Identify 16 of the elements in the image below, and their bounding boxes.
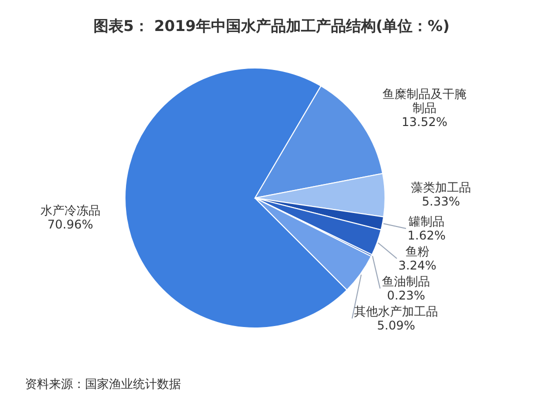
chart-title: 图表5： 2019年中国水产品加工产品结构(单位：%) [93, 17, 450, 35]
data-label: 3.24% [398, 258, 436, 272]
slice-label: 鱼油制品 [382, 274, 430, 288]
data-label: 0.23% [387, 288, 426, 302]
slice-label: 藻类加工品 [410, 180, 471, 195]
slice-label: 鱼糜制品及干腌制品 [382, 87, 467, 116]
data-label: 13.52% [402, 115, 448, 130]
data-label: 70.96% [47, 218, 94, 232]
text: 资料来源：国家渔业统计数据 [25, 377, 181, 391]
data-label: 5.33% [422, 194, 460, 209]
data-label: 1.62% [408, 228, 446, 242]
slice-label: 水产冷冻品 [40, 204, 100, 218]
slice-label: 鱼粉 [405, 244, 430, 258]
slice-label: 其他水产加工品 [354, 304, 438, 318]
slice-label: 罐制品 [408, 214, 445, 228]
data-label: 5.09% [377, 318, 416, 332]
